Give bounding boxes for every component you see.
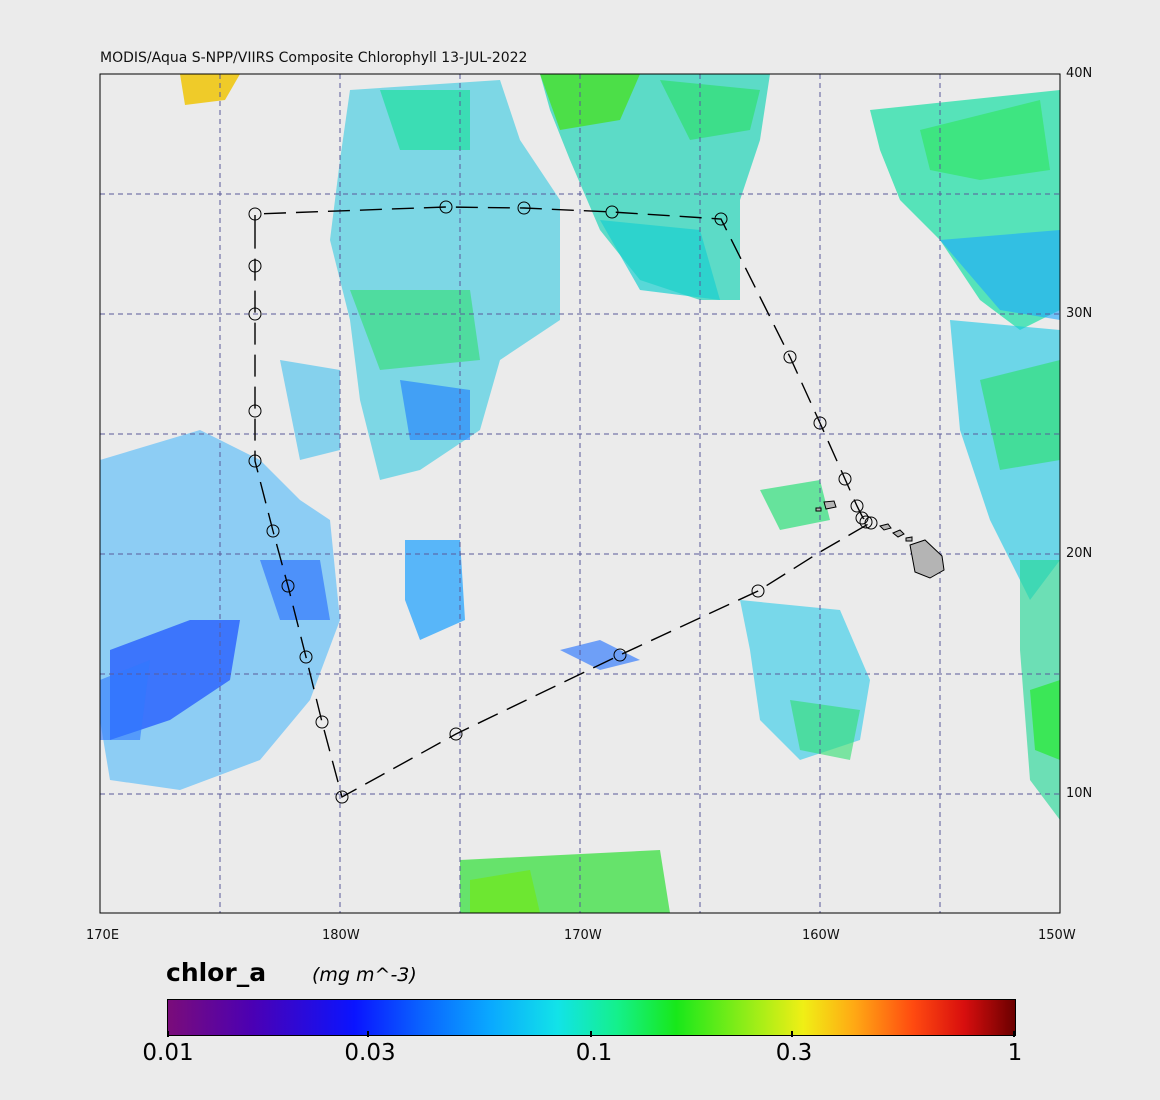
- colorbar-tick: [1013, 1031, 1015, 1037]
- lon-label-180w: 180W: [322, 928, 360, 943]
- lon-label-150w: 150W: [1038, 928, 1076, 943]
- ship-track: [254, 206, 872, 799]
- colorbar-variable-name: chlor_a: [166, 958, 267, 987]
- hawaiian-islands: [815, 500, 945, 579]
- colorbar-units: (mg m^-3): [312, 964, 417, 986]
- colorbar-label-0.1: 0.1: [575, 1040, 613, 1066]
- lon-label-170e: 170E: [86, 928, 120, 943]
- colorbar-label-0.3: 0.3: [775, 1040, 813, 1066]
- map-title: MODIS/Aqua S-NPP/VIIRS Composite Chlorop…: [100, 50, 528, 66]
- colorbar-label-1: 1: [1007, 1040, 1023, 1066]
- colorbar-tick: [367, 1031, 369, 1037]
- lat-label-30n: 30N: [1066, 306, 1093, 321]
- colorbar-tick: [791, 1031, 793, 1037]
- lon-label-170w: 170W: [564, 928, 602, 943]
- lon-label-160w: 160W: [802, 928, 840, 943]
- lat-label-40n: 40N: [1066, 66, 1093, 81]
- chlorophyll-patches: [100, 74, 1060, 913]
- colorbar-tick: [590, 1031, 592, 1037]
- colorbar-tick: [167, 1031, 169, 1037]
- map-frame: [99, 73, 1061, 914]
- lat-label-10n: 10N: [1066, 786, 1093, 801]
- station-markers: [248, 200, 878, 804]
- colorbar-label-0.03: 0.03: [344, 1040, 396, 1066]
- colorbar-label-0.01: 0.01: [142, 1040, 194, 1066]
- lat-label-20n: 20N: [1066, 546, 1093, 561]
- colorbar: [167, 999, 1016, 1036]
